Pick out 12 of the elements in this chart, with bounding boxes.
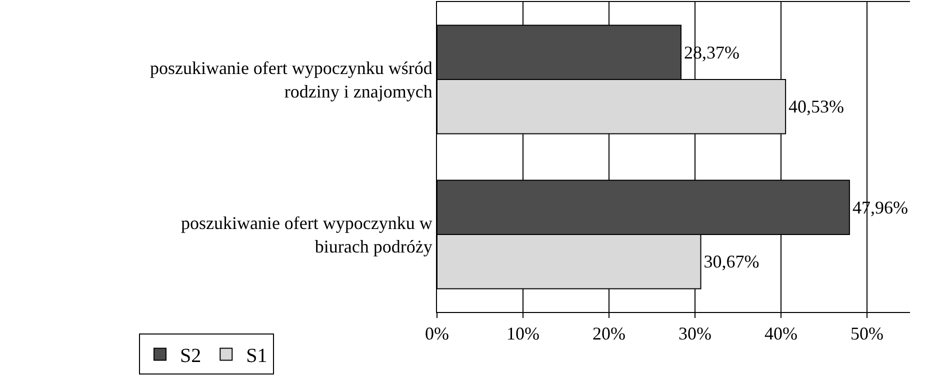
x-tick-label: 40% (764, 324, 798, 344)
x-tick-label: 20% (592, 324, 626, 344)
legend-label: S2 (180, 345, 202, 367)
y-tick-label: poszukiwanie ofert wypoczynku wśród rodziny i znajomych (150, 58, 432, 102)
x-tick-label: 30% (678, 324, 712, 344)
y-tick-label: poszukiwanie ofert wypoczynku w biurach podróży (180, 213, 432, 256)
data-label: 30,67% (704, 252, 760, 272)
x-tick-label: 50% (850, 324, 884, 344)
data-label: 40,53% (788, 96, 844, 117)
legend-label: S1 (246, 345, 268, 367)
x-tick-label: 0% (425, 324, 449, 344)
x-tick-label: 10% (506, 324, 540, 344)
